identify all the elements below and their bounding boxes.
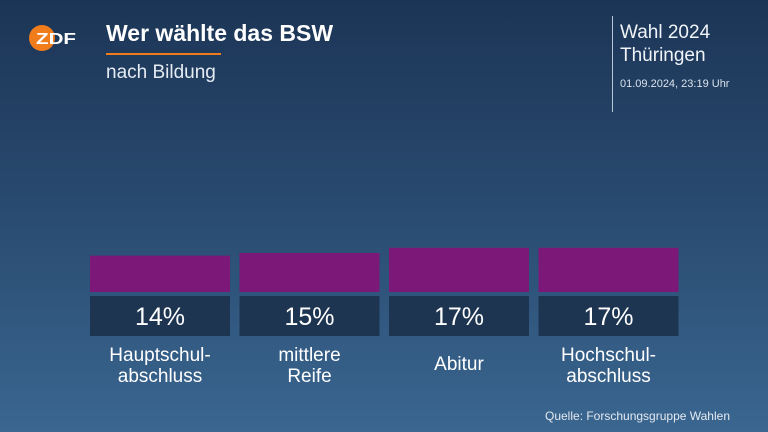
bar-2	[239, 253, 380, 292]
timestamp: 01.09.2024, 23:19 Uhr	[620, 78, 730, 90]
category-label-4: Hochschul-abschluss	[561, 345, 656, 387]
bar-3	[389, 247, 529, 292]
source-note: Quelle: Forschungsgruppe Wahlen	[545, 409, 730, 423]
category-label-3: Abitur	[434, 354, 484, 375]
value-box-4	[538, 296, 679, 336]
value-box-3	[389, 296, 529, 336]
chart-title: Wer wählte das BSW	[106, 20, 334, 46]
category-label-1: Hauptschul-abschluss	[109, 345, 210, 387]
value-label-4: 17%	[583, 303, 633, 331]
bar-4	[538, 247, 679, 292]
chart-subtitle: nach Bildung	[106, 62, 216, 83]
bar-1	[90, 255, 230, 292]
header-divider	[612, 16, 613, 112]
category-label-2: mittlere Reife	[278, 345, 340, 387]
title-underline	[106, 53, 221, 55]
logo-text: ZDF	[36, 31, 76, 48]
election-state: Thüringen	[620, 45, 706, 66]
value-label-3: 17%	[434, 303, 484, 331]
zdf-logo: ZDF	[29, 25, 76, 51]
election-name: Wahl 2024	[620, 22, 711, 43]
value-box-2	[239, 296, 380, 336]
value-box-1	[90, 296, 230, 336]
value-label-2: 15%	[284, 303, 334, 331]
election-info: Wahl 2024 Thüringen	[620, 21, 710, 67]
value-label-1: 14%	[135, 303, 185, 331]
